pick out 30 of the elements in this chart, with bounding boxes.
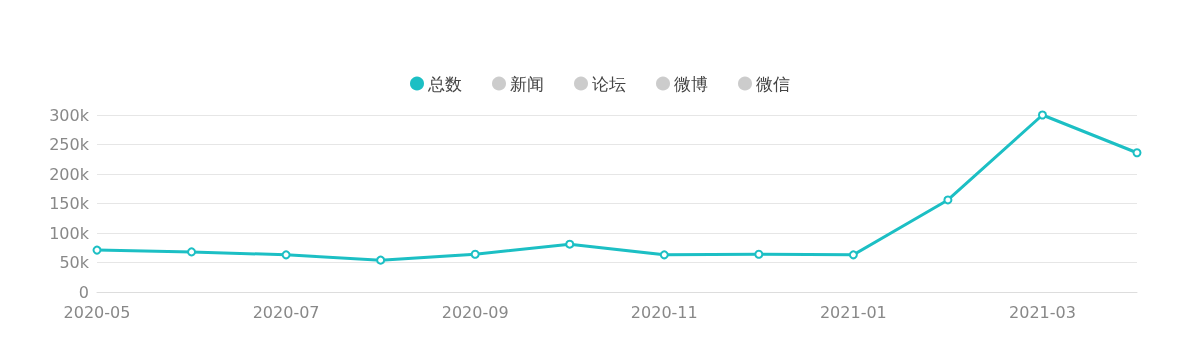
y-tick-label: 0: [78, 282, 89, 302]
point: [470, 249, 480, 259]
y-tick-label: 250k: [49, 135, 90, 154]
point: [943, 195, 953, 205]
x-tick-label: 2020-11: [630, 302, 698, 322]
y-tick-label: 150k: [49, 194, 90, 213]
y-tick-label: 50k: [59, 253, 90, 272]
x-tick-label: 2020-07: [252, 302, 320, 322]
legend-label: 论坛: [592, 73, 626, 94]
point: [659, 250, 669, 260]
legend-label: 微信: [756, 73, 790, 94]
legend-label: 总数: [427, 73, 462, 94]
point: [1037, 110, 1047, 120]
point: [754, 249, 764, 259]
point: [376, 255, 386, 265]
point: [187, 247, 197, 257]
legend-label: 新闻: [510, 73, 544, 94]
point: [281, 250, 291, 260]
x-tick-label: 2020-05: [63, 302, 131, 322]
x-tick-label: 2020-09: [441, 302, 509, 322]
y-tick-label: 300k: [49, 105, 90, 125]
point: [565, 239, 575, 249]
point: [848, 250, 858, 260]
x-tick-label: 2021-01: [819, 302, 887, 322]
point: [92, 245, 102, 255]
point: [1132, 148, 1142, 158]
legend-label: 微博: [674, 73, 708, 94]
x-tick-label: 2021-03: [1009, 302, 1076, 322]
y-tick-label: 200k: [49, 164, 90, 184]
y-tick-label: 100k: [49, 223, 90, 243]
